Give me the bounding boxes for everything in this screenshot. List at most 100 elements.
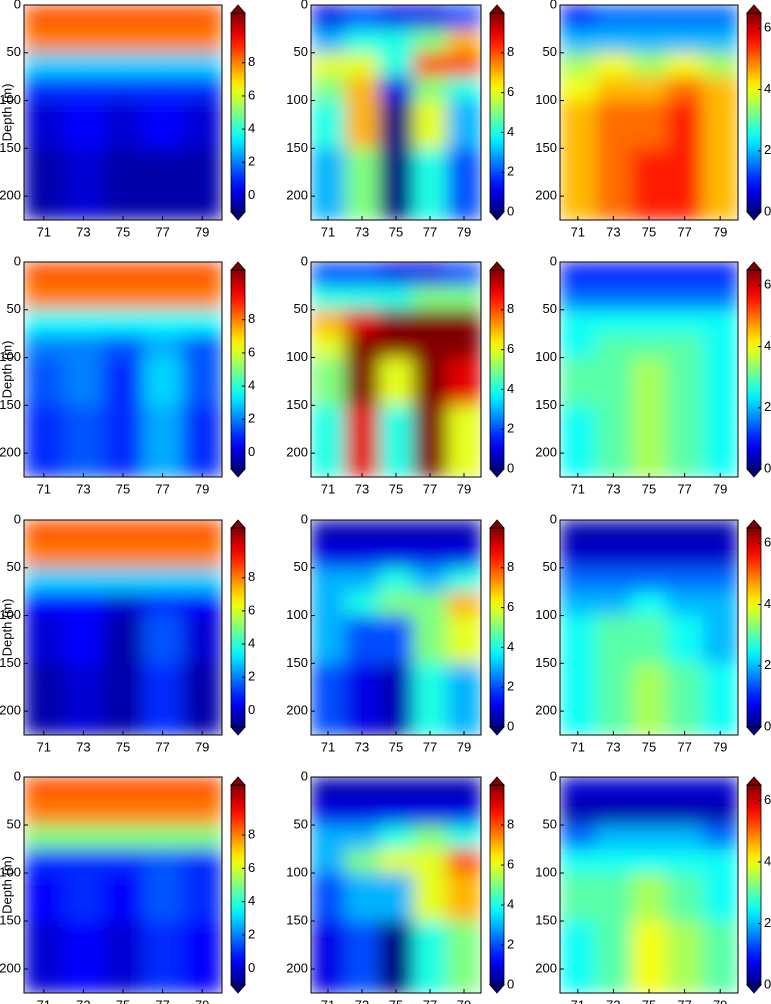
cell bbox=[142, 309, 183, 335]
field bbox=[560, 520, 738, 735]
cell bbox=[595, 333, 632, 359]
cell bbox=[142, 801, 183, 826]
cell bbox=[182, 5, 222, 30]
panel bbox=[311, 777, 481, 993]
cell bbox=[63, 52, 104, 78]
cell bbox=[413, 5, 448, 30]
cell bbox=[560, 543, 597, 569]
panel bbox=[24, 520, 222, 735]
colorbar-extend-bottom bbox=[746, 726, 762, 736]
cell bbox=[24, 663, 65, 735]
cell bbox=[413, 76, 448, 102]
cell bbox=[345, 615, 380, 664]
y-tick-label: 150 bbox=[0, 912, 21, 927]
cell bbox=[666, 921, 703, 993]
cell bbox=[631, 333, 668, 359]
x-tick-label: 79 bbox=[195, 224, 209, 239]
cell bbox=[702, 567, 738, 593]
cell bbox=[631, 567, 668, 593]
cell bbox=[666, 849, 703, 874]
cell bbox=[631, 801, 668, 826]
cell bbox=[24, 921, 65, 993]
colorbar-tick-label: 0 bbox=[507, 460, 514, 475]
cell bbox=[595, 5, 632, 30]
cell bbox=[379, 801, 414, 826]
cell bbox=[182, 76, 222, 102]
cell bbox=[595, 28, 632, 54]
cell bbox=[413, 520, 448, 545]
cell bbox=[560, 262, 597, 287]
x-tick-label: 75 bbox=[642, 997, 656, 1004]
colorbar-tick-label: 2 bbox=[507, 936, 514, 951]
cell bbox=[595, 76, 632, 102]
cell bbox=[447, 825, 481, 850]
colorbar bbox=[489, 269, 505, 470]
cell bbox=[24, 405, 65, 477]
colorbar-tick-label: 8 bbox=[507, 44, 514, 59]
cell bbox=[63, 76, 104, 102]
cell bbox=[63, 615, 104, 664]
x-tick-label: 73 bbox=[76, 997, 90, 1004]
cell bbox=[702, 262, 738, 287]
cell bbox=[702, 543, 738, 569]
cell bbox=[63, 591, 104, 617]
cell bbox=[379, 28, 414, 54]
cell bbox=[63, 520, 104, 545]
y-tick-label: 200 bbox=[535, 703, 557, 718]
y-tick-label: 50 bbox=[7, 816, 21, 831]
cell bbox=[63, 5, 104, 30]
cell bbox=[413, 801, 448, 826]
colorbar-tick-label: 4 bbox=[507, 381, 514, 396]
cell bbox=[24, 520, 65, 545]
colorbar-tick-label: 4 bbox=[507, 124, 514, 139]
cell bbox=[345, 100, 380, 149]
cell bbox=[142, 262, 183, 287]
cell bbox=[103, 520, 144, 545]
cell bbox=[666, 357, 703, 406]
colorbar-tick-label: 6 bbox=[507, 856, 514, 871]
colorbar-tick-label: 2 bbox=[248, 154, 255, 169]
cell bbox=[631, 591, 668, 617]
panel bbox=[560, 262, 738, 477]
colorbar-tick-label: 0 bbox=[248, 702, 255, 717]
cell bbox=[379, 333, 414, 359]
cell bbox=[702, 591, 738, 617]
cell bbox=[702, 405, 738, 477]
colorbar-tick-label: 8 bbox=[248, 826, 255, 841]
x-tick-label: 73 bbox=[606, 739, 620, 754]
cell bbox=[413, 309, 448, 335]
cell bbox=[142, 615, 183, 664]
x-tick-label: 79 bbox=[457, 481, 471, 496]
cell bbox=[182, 309, 222, 335]
cell bbox=[595, 543, 632, 569]
y-tick-label: 200 bbox=[286, 445, 308, 460]
cell bbox=[413, 100, 448, 149]
cell bbox=[560, 5, 597, 30]
y-tick-label: 150 bbox=[0, 655, 21, 670]
cell bbox=[345, 849, 380, 874]
cell bbox=[182, 801, 222, 826]
y-tick-label: 50 bbox=[7, 44, 21, 59]
y-tick-label: 100 bbox=[0, 349, 21, 364]
cell bbox=[595, 100, 632, 149]
cell bbox=[379, 921, 414, 993]
cell bbox=[311, 76, 346, 102]
cell bbox=[103, 100, 144, 149]
cell bbox=[631, 405, 668, 477]
cell bbox=[413, 357, 448, 406]
cell bbox=[345, 825, 380, 850]
cell bbox=[702, 100, 738, 149]
cell bbox=[103, 148, 144, 220]
cell bbox=[311, 520, 346, 545]
colorbar-tick-label: 0 bbox=[507, 976, 514, 991]
cell bbox=[379, 100, 414, 149]
x-tick-label: 75 bbox=[389, 224, 403, 239]
cell bbox=[182, 100, 222, 149]
y-tick-label: 0 bbox=[550, 0, 557, 11]
colorbar-extend-top bbox=[489, 776, 505, 786]
cell bbox=[666, 777, 703, 802]
y-tick-label: 50 bbox=[543, 816, 557, 831]
panel bbox=[311, 262, 481, 477]
x-tick-label: 73 bbox=[76, 739, 90, 754]
